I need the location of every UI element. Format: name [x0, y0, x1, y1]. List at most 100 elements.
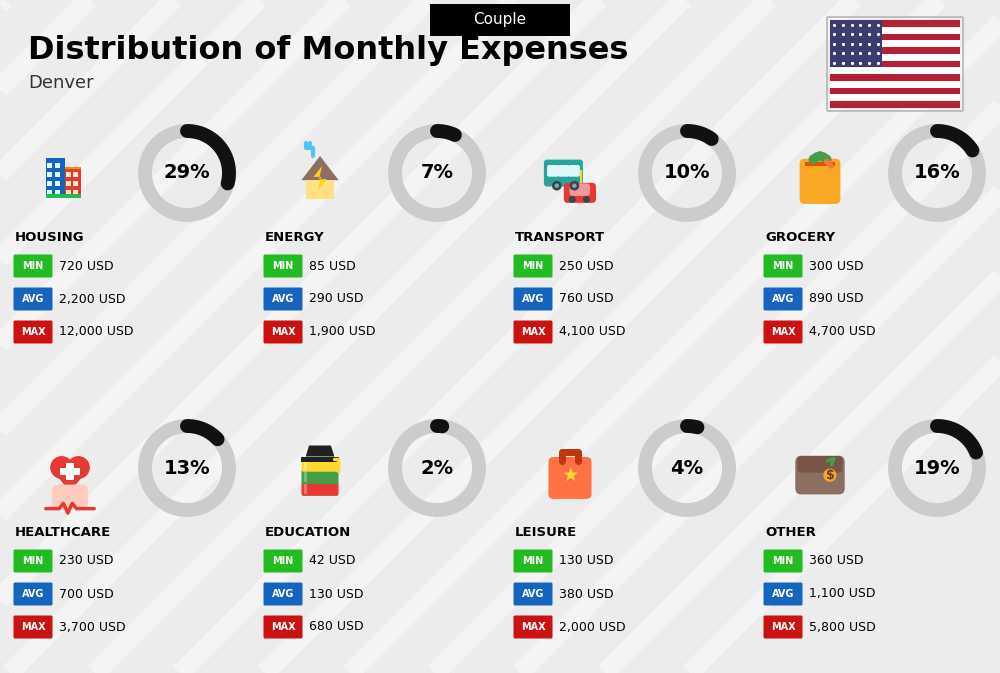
Polygon shape: [50, 468, 90, 492]
Text: 250 USD: 250 USD: [559, 260, 614, 273]
Text: 10%: 10%: [664, 164, 710, 182]
FancyBboxPatch shape: [430, 4, 570, 36]
Text: MAX: MAX: [271, 622, 295, 632]
Text: 230 USD: 230 USD: [59, 555, 113, 567]
Bar: [830, 87, 960, 94]
Bar: [830, 54, 960, 61]
Text: MIN: MIN: [22, 556, 44, 566]
Polygon shape: [313, 166, 327, 190]
Text: 2,000 USD: 2,000 USD: [559, 621, 626, 633]
Text: 760 USD: 760 USD: [559, 293, 614, 306]
Bar: [830, 61, 960, 67]
FancyBboxPatch shape: [568, 165, 580, 177]
Circle shape: [823, 468, 836, 482]
FancyBboxPatch shape: [52, 485, 88, 509]
FancyBboxPatch shape: [66, 190, 71, 194]
FancyBboxPatch shape: [564, 183, 596, 203]
Text: AVG: AVG: [272, 589, 294, 599]
FancyBboxPatch shape: [47, 181, 52, 186]
Text: HEALTHCARE: HEALTHCARE: [15, 526, 111, 539]
Text: HOUSING: HOUSING: [15, 231, 85, 244]
Text: MAX: MAX: [271, 327, 295, 337]
Bar: [830, 20, 960, 27]
Bar: [830, 67, 960, 74]
Text: 1,100 USD: 1,100 USD: [809, 588, 876, 600]
FancyBboxPatch shape: [764, 616, 802, 639]
Text: MAX: MAX: [21, 327, 45, 337]
Text: AVG: AVG: [272, 294, 294, 304]
Text: MIN: MIN: [772, 261, 794, 271]
Text: EDUCATION: EDUCATION: [265, 526, 351, 539]
FancyBboxPatch shape: [764, 549, 802, 573]
Circle shape: [822, 155, 831, 164]
Text: MAX: MAX: [21, 622, 45, 632]
FancyBboxPatch shape: [13, 320, 52, 343]
Text: 700 USD: 700 USD: [59, 588, 114, 600]
FancyBboxPatch shape: [304, 483, 307, 494]
Text: 42 USD: 42 USD: [309, 555, 356, 567]
FancyBboxPatch shape: [548, 457, 592, 499]
Bar: [830, 101, 960, 108]
FancyBboxPatch shape: [800, 159, 840, 204]
FancyBboxPatch shape: [46, 194, 64, 198]
FancyBboxPatch shape: [302, 469, 338, 484]
FancyBboxPatch shape: [47, 190, 52, 194]
Text: MIN: MIN: [272, 261, 294, 271]
Text: 16%: 16%: [914, 164, 960, 182]
Text: ★: ★: [561, 466, 579, 485]
FancyBboxPatch shape: [302, 481, 338, 496]
FancyBboxPatch shape: [580, 170, 582, 183]
FancyBboxPatch shape: [66, 181, 71, 186]
Text: MIN: MIN: [522, 261, 544, 271]
Text: 29%: 29%: [164, 164, 210, 182]
Text: ENERGY: ENERGY: [265, 231, 325, 244]
FancyBboxPatch shape: [264, 320, 302, 343]
Circle shape: [67, 456, 90, 479]
Text: MIN: MIN: [22, 261, 44, 271]
FancyBboxPatch shape: [304, 471, 307, 482]
Text: MAX: MAX: [771, 327, 795, 337]
FancyBboxPatch shape: [547, 165, 559, 177]
FancyBboxPatch shape: [301, 456, 339, 462]
FancyBboxPatch shape: [544, 160, 583, 186]
Circle shape: [812, 152, 822, 162]
Text: Couple: Couple: [473, 12, 527, 27]
FancyBboxPatch shape: [797, 456, 843, 472]
Circle shape: [809, 155, 818, 164]
Bar: [830, 40, 960, 47]
Text: 1,900 USD: 1,900 USD: [309, 326, 376, 339]
FancyBboxPatch shape: [13, 616, 52, 639]
FancyBboxPatch shape: [13, 549, 52, 573]
Text: 2,200 USD: 2,200 USD: [59, 293, 126, 306]
Text: AVG: AVG: [772, 589, 794, 599]
Circle shape: [569, 196, 576, 203]
FancyBboxPatch shape: [558, 165, 569, 177]
Polygon shape: [301, 156, 339, 180]
FancyBboxPatch shape: [47, 164, 52, 168]
Text: 4,100 USD: 4,100 USD: [559, 326, 626, 339]
Text: 3,700 USD: 3,700 USD: [59, 621, 126, 633]
FancyBboxPatch shape: [66, 172, 71, 177]
Text: MIN: MIN: [522, 556, 544, 566]
FancyBboxPatch shape: [55, 181, 60, 186]
Bar: [830, 94, 960, 101]
Text: 380 USD: 380 USD: [559, 588, 614, 600]
Text: MAX: MAX: [521, 622, 545, 632]
FancyBboxPatch shape: [264, 254, 302, 277]
FancyBboxPatch shape: [764, 320, 802, 343]
Text: 13%: 13%: [164, 458, 210, 478]
FancyBboxPatch shape: [13, 254, 52, 277]
Bar: [830, 27, 960, 34]
Text: AVG: AVG: [22, 589, 44, 599]
Text: 360 USD: 360 USD: [809, 555, 864, 567]
FancyBboxPatch shape: [73, 181, 78, 186]
FancyBboxPatch shape: [13, 287, 52, 310]
Text: 300 USD: 300 USD: [809, 260, 864, 273]
Text: OTHER: OTHER: [765, 526, 816, 539]
Text: MIN: MIN: [272, 556, 294, 566]
Text: MIN: MIN: [772, 556, 794, 566]
Text: 720 USD: 720 USD: [59, 260, 114, 273]
FancyBboxPatch shape: [13, 583, 52, 606]
Text: 19%: 19%: [914, 458, 960, 478]
FancyBboxPatch shape: [65, 169, 81, 198]
